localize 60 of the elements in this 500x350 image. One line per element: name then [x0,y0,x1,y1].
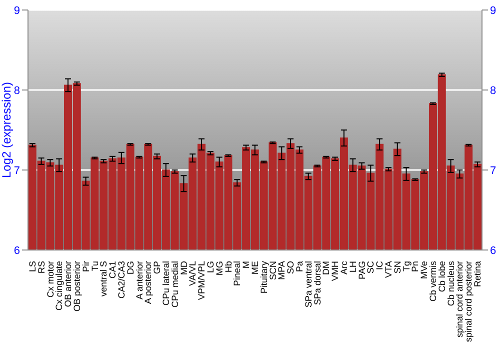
x-tick-label: Retina [472,261,483,288]
x-tick-label: LH [348,261,358,273]
x-tick-label: Cb vermis [428,260,438,302]
x-tick-label: ME [250,261,260,274]
x-tick-label: LG [205,261,216,274]
x-tick-label: ventral S [98,261,109,297]
x-tick-label: SO [286,261,296,274]
y2-tick-label: 8 [490,84,496,97]
x-tick-label: Pn [410,261,420,272]
x-tick-label: Pa [294,261,305,272]
x-tick-label: CPu lateral [160,261,171,306]
x-tick-label: M [241,261,252,268]
x-tick-label: CA2/CA3 [116,261,126,299]
x-tick-label: GP [152,261,162,274]
x-tick-label: RS [36,261,46,274]
x-tick-label: Tu [90,261,100,272]
y-tick-label: 9 [14,4,20,17]
x-tick-label: VA/VL [188,261,198,286]
x-tick-label: Pineal [232,261,242,286]
x-tick-label: DG [125,261,136,274]
x-tick-label: LS [27,261,38,272]
y-axis-title: Log2 (expression) [0,82,14,178]
x-tick-label: SPa ventral [303,261,314,308]
x-tick-label: Cx motor [45,261,56,298]
y-tick-label: 6 [14,244,20,257]
x-tick-label: PAG [356,261,367,280]
x-tick-label: A posterior [143,261,154,304]
x-tick-label: Pir [80,261,91,272]
x-tick-label: SN [392,261,402,274]
x-tick-label: SCN [268,261,278,280]
x-tick-label: OB posterior [72,261,82,312]
x-tick-label: CPu medial [170,261,180,308]
x-tick-label: VMH [330,261,340,281]
x-tick-label: SPa dorsal [312,261,322,306]
x-tick-label: Hb [223,261,234,273]
y2-tick-label: 7 [490,164,496,177]
y-tick-label: 7 [14,164,20,177]
x-tick-label: VPM/VPL [196,261,207,300]
x-tick-label: Cb lobe [436,261,447,292]
x-tick-label: Cb nucleus [446,260,456,306]
x-tick-label: Arc [339,260,350,274]
y2-tick-label: 9 [490,4,496,17]
x-tick-label: SC [366,260,376,274]
x-tick-label: Tg [401,261,412,272]
x-tick-label: OB anterior [63,261,74,308]
x-tick-label: MG [214,261,224,276]
x-tick-label: Pituitary [258,260,269,294]
x-tick-label: MVe [419,261,430,280]
y2-tick-label: 6 [490,244,496,257]
x-tick-label: DM [321,261,332,275]
x-tick-label: MPA [276,261,287,280]
y-tick-label: 8 [14,84,20,97]
x-tick-label: spinal cord posterior [464,261,474,342]
x-tick-label: A anterior [134,261,144,300]
x-tick-label: VTA [384,261,394,278]
x-tick-label: CA1 [108,261,118,279]
x-tick-label: MD [178,260,189,275]
x-tick-label: spinal cord anterior [454,261,465,338]
x-tick-label: IC [374,260,385,270]
x-tick-label: Cx cingulate [54,261,64,311]
